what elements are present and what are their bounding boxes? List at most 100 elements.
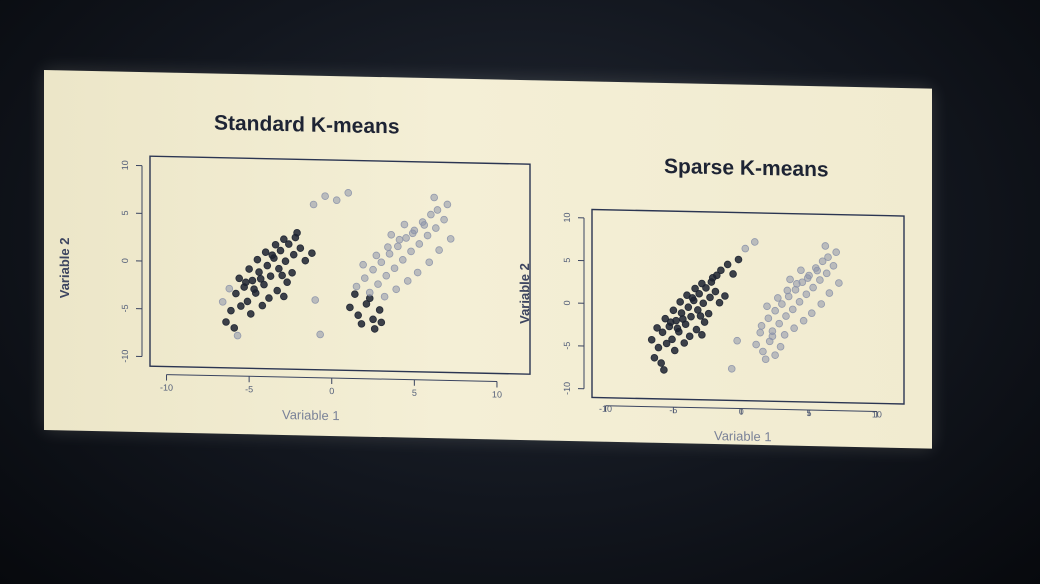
cluster-1-point [695,289,703,298]
cluster-1-point [680,339,689,347]
cluster-2-point [788,305,797,314]
cluster-2-point [802,290,811,299]
cluster-2-point [398,256,407,264]
cluster-2-point [382,271,391,280]
cluster-2-point [761,355,770,364]
cluster-2-point [425,258,434,267]
cluster-2-point [403,277,412,285]
y-tick-label: 10 [120,160,130,170]
y-tick-label: -5 [562,342,572,350]
x-tick-label: 10 [872,409,882,419]
x-tick-label: -10 [599,404,612,414]
cluster-2-point [780,331,789,339]
cluster-2-point [733,336,741,345]
cluster-1-point [260,280,268,289]
cluster-1-point [734,255,743,264]
cluster-1-point [699,299,708,308]
cluster-1-point [232,289,240,298]
cluster-1-point [263,261,272,270]
cluster-2-point [790,324,798,333]
cluster-2-point [321,192,329,200]
cluster-2-point [835,279,843,287]
cluster-1-point [657,359,665,367]
cluster-2-point [752,340,760,349]
cluster-1-point [351,290,359,298]
cluster-1-point [273,286,282,295]
cluster-2-point [771,351,779,359]
x-tick-label: 5 [807,408,812,418]
cluster-1-point [660,366,668,374]
cluster-2-point [799,316,808,325]
cluster-1-point [658,328,667,337]
cluster-2-point [394,242,402,251]
cluster-2-point [825,289,834,297]
cluster-1-point [256,275,265,283]
cluster-1-point [698,331,706,339]
cluster-2-point [757,322,766,330]
cluster-1-point [248,276,257,285]
cluster-1-point [668,335,676,344]
y-tick-label: 0 [120,258,130,263]
x-tick-label: -5 [245,384,253,394]
cluster-1-point [357,320,366,328]
cluster-2-point [809,283,817,292]
y-tick-label: 5 [562,258,572,263]
cluster-1-point [676,298,684,306]
cluster-2-point [782,312,790,320]
cluster-2-point [387,230,396,239]
x-tick-label: 0 [329,386,334,396]
cluster-1-point [253,255,262,264]
cluster-1-point [250,285,258,293]
cluster-2-point [778,300,786,308]
cluster-2-point [413,268,422,277]
cluster-1-point [653,324,661,332]
cluster-1-point [227,306,235,315]
cluster-1-point [650,353,659,362]
cluster-2-point [233,331,242,340]
cluster-2-point [797,266,805,275]
cluster-1-point [662,339,671,348]
cluster-1-point [696,312,705,320]
cluster-1-point [261,248,270,256]
cluster-2-point [816,276,824,284]
cluster-1-point [713,271,721,280]
cluster-1-point [265,294,273,302]
cluster-1-point [679,315,687,323]
cluster-2-point [775,319,784,328]
cluster-1-point [698,279,706,288]
cluster-1-point [711,287,720,296]
cluster-2-point [750,238,759,246]
cluster-1-point [673,324,682,333]
cluster-2-point [395,235,404,244]
plot-frame [149,155,531,375]
cluster-1-point [237,302,245,310]
scatter-plot-sparse: -10 -5 0 5 10 10 5 0 -5 -10 [562,208,905,420]
cluster-2-point [435,246,443,254]
cluster-1-point [706,293,714,302]
x-tick-label: -10 [160,382,173,392]
cluster-1-point [721,292,729,300]
cluster-2-point [786,275,794,284]
cluster-2-point [795,298,804,306]
cluster-2-point [369,265,377,274]
cluster-1-point [700,318,709,326]
cluster-2-point [433,206,442,214]
cluster-2-point [423,231,432,240]
y-tick-label: -5 [120,304,130,312]
cluster-1-point [271,240,280,249]
cluster-2-point [793,280,801,288]
x-axis-line [605,405,877,412]
cluster-1-point [715,298,724,307]
cluster-2-point [759,347,767,356]
cluster-2-point [374,280,382,288]
cluster-2-point [225,284,234,293]
cluster-2-point [365,288,374,297]
cluster-2-point [829,262,838,270]
cluster-2-point [803,274,812,282]
cluster-1-point [281,257,290,265]
slide-photo: Standard K-means Variable 2 Variable 1 -… [44,70,932,449]
cluster-1-point [666,318,675,327]
cluster-1-point [246,310,255,318]
cluster-1-point [346,303,354,312]
cluster-1-point [647,335,656,344]
